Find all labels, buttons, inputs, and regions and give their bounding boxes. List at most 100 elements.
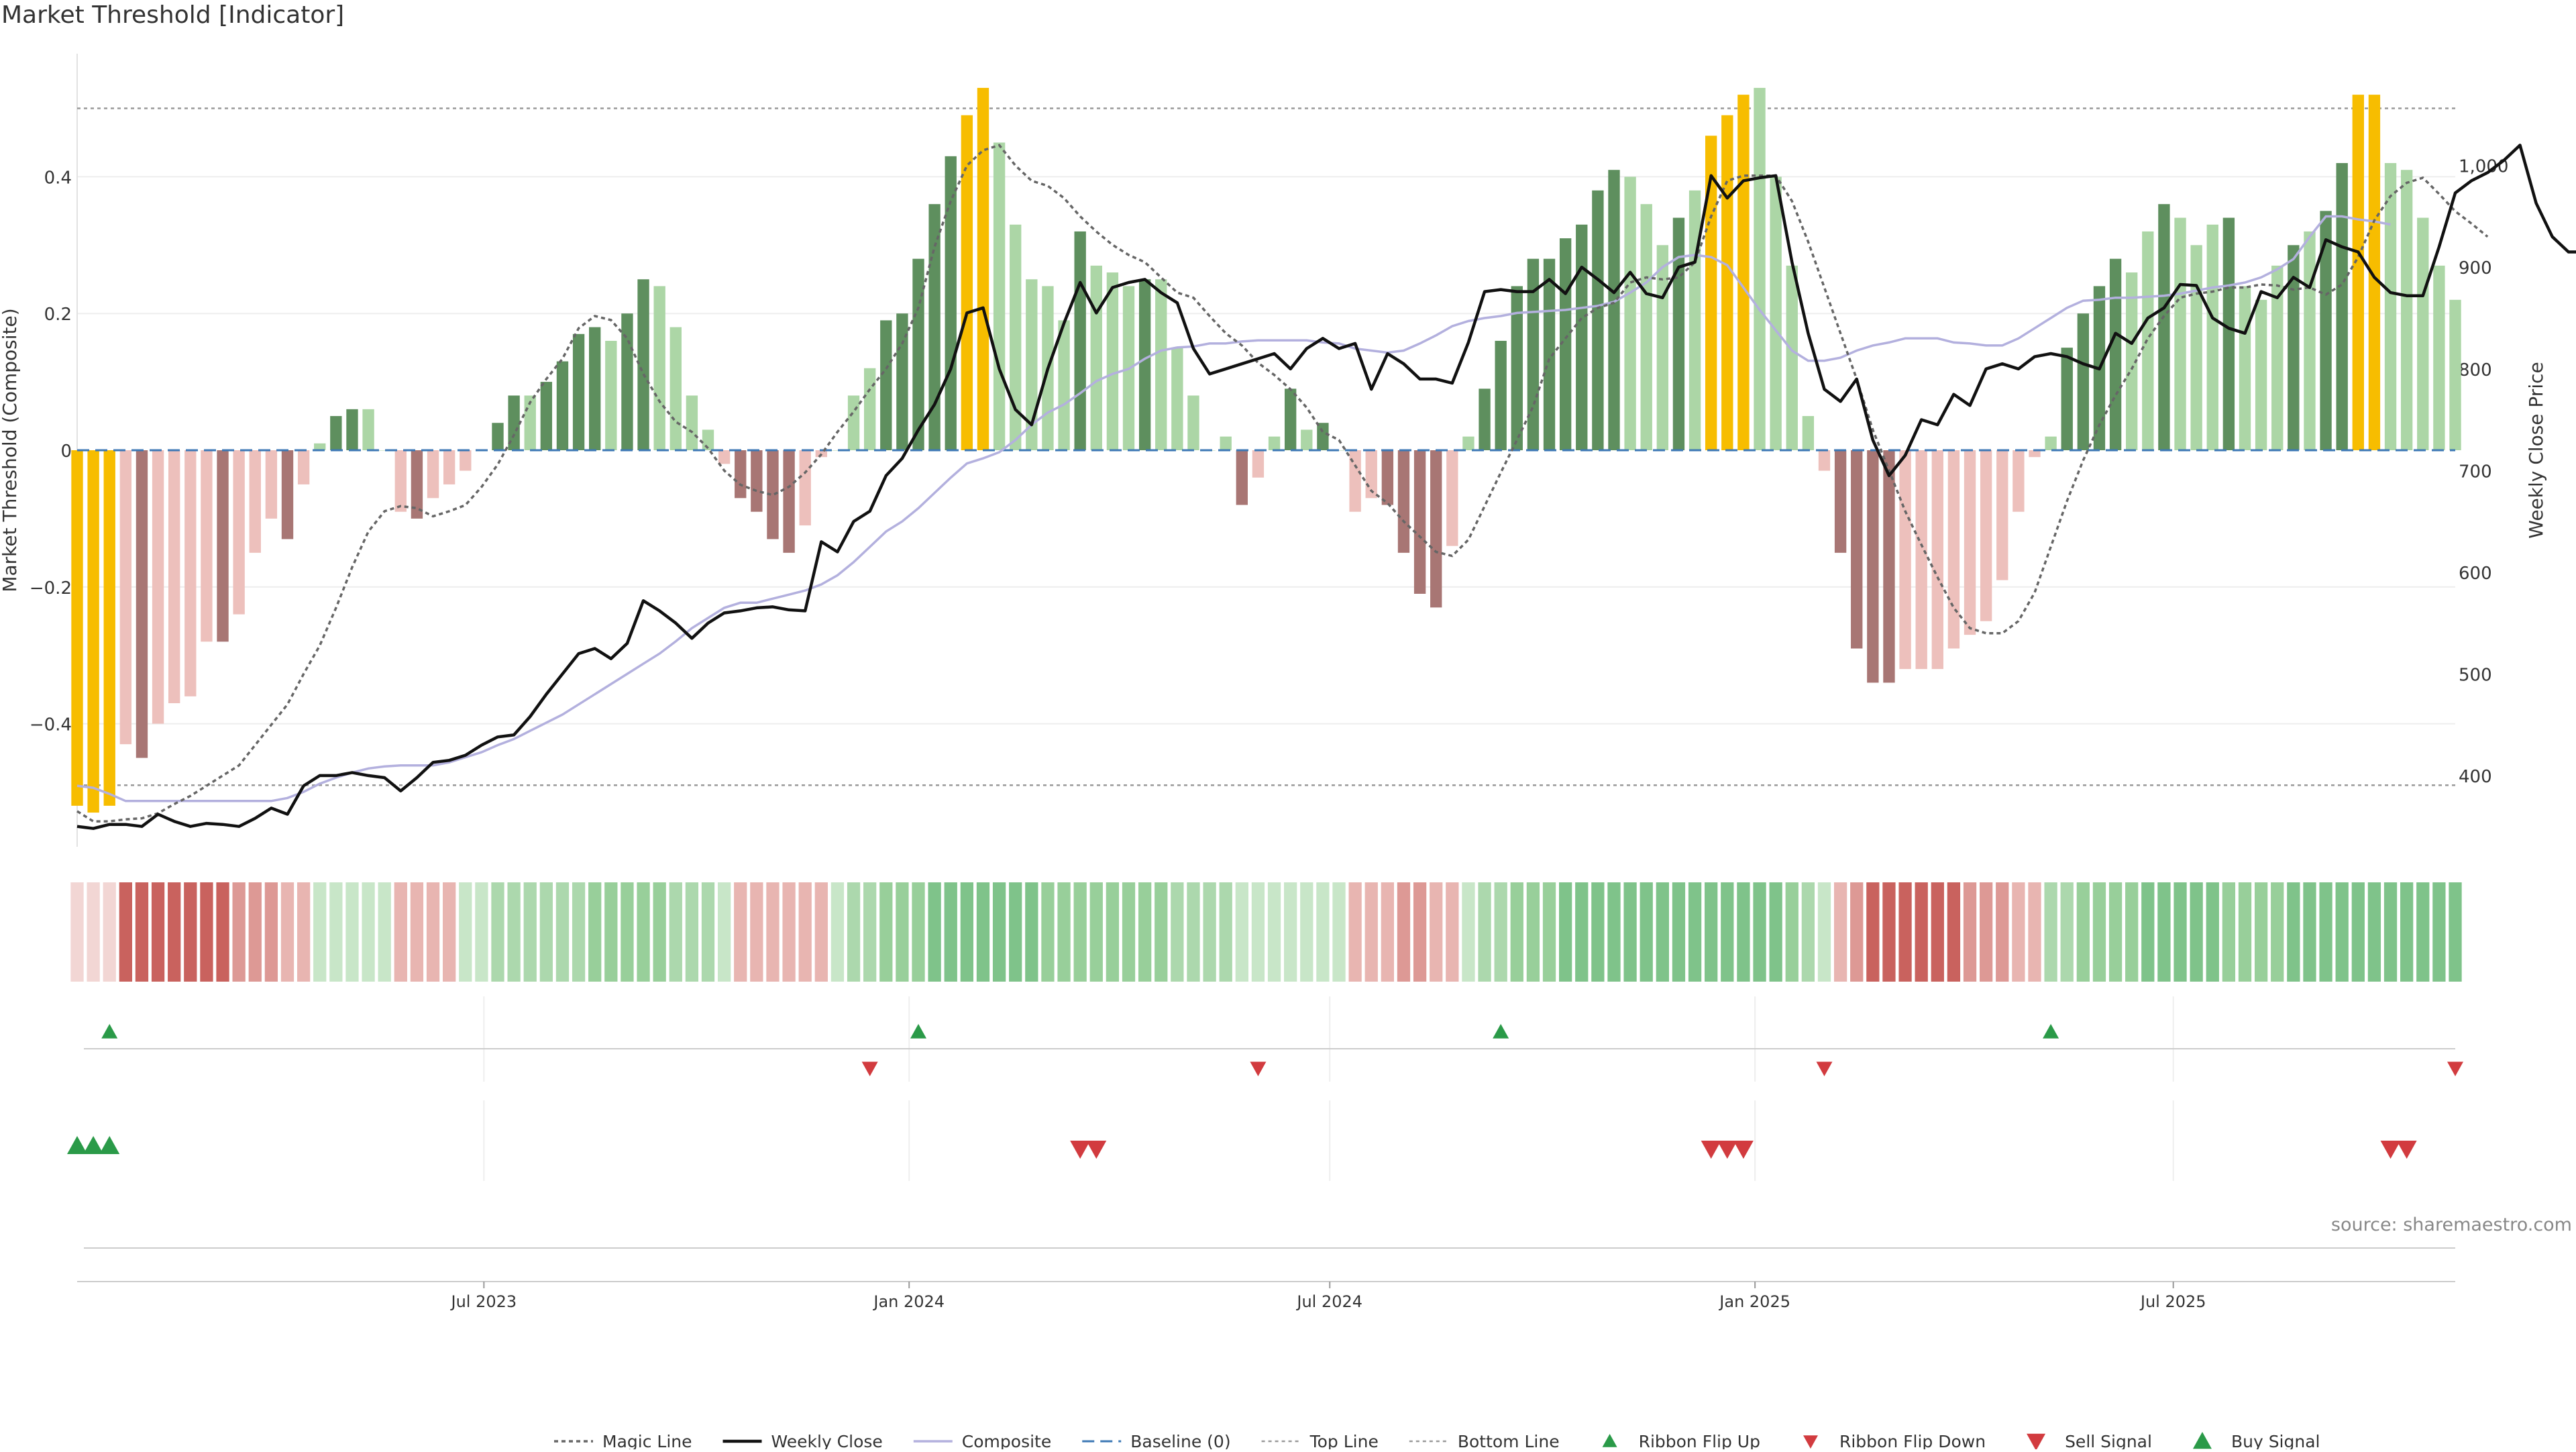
ribbon-cell bbox=[1009, 882, 1022, 982]
composite-bar bbox=[411, 450, 423, 519]
legend-label: Buy Signal bbox=[2231, 1432, 2320, 1449]
composite-bar bbox=[1915, 450, 1927, 670]
ribbon-flip-up-marker bbox=[101, 1024, 118, 1039]
composite-bar bbox=[1656, 245, 1669, 450]
composite-bar bbox=[1640, 204, 1652, 450]
ribbon-cell bbox=[1623, 882, 1637, 982]
composite-bar bbox=[2239, 286, 2251, 450]
composite-bar bbox=[508, 395, 520, 450]
ribbon-cell bbox=[685, 882, 699, 982]
composite-bar bbox=[119, 450, 132, 745]
composite-bar bbox=[799, 450, 811, 526]
composite-bar bbox=[1220, 436, 1232, 450]
legend-label: Ribbon Flip Up bbox=[1639, 1432, 1760, 1449]
ribbon-cell bbox=[1364, 882, 1378, 982]
composite-bar bbox=[767, 450, 779, 539]
composite-bar bbox=[2336, 163, 2348, 450]
ribbon-cell bbox=[1737, 882, 1750, 982]
composite-bar bbox=[427, 450, 439, 499]
composite-bar bbox=[1301, 429, 1313, 450]
ribbon-flip-up-marker bbox=[1493, 1024, 1509, 1039]
ribbon-cell bbox=[572, 882, 586, 982]
composite-bar bbox=[2320, 211, 2332, 450]
ribbon-cell bbox=[669, 882, 682, 982]
ribbon-cell bbox=[1817, 882, 1831, 982]
ribbon-cell bbox=[1558, 882, 1572, 982]
ribbon-cell bbox=[1931, 882, 1944, 982]
ribbon-cell bbox=[1898, 882, 1912, 982]
ribbon-cell bbox=[717, 882, 731, 982]
composite-bar bbox=[1479, 388, 1491, 450]
y2-tick-label: 900 bbox=[2459, 258, 2492, 278]
ribbon-cell bbox=[1122, 882, 1136, 982]
ribbon-cell bbox=[1607, 882, 1621, 982]
ribbon-flip-up-marker bbox=[2043, 1024, 2059, 1039]
ribbon-cell bbox=[2432, 882, 2446, 982]
composite-bar bbox=[1851, 450, 1863, 649]
ribbon-cell bbox=[2028, 882, 2041, 982]
ribbon-cell bbox=[1041, 882, 1055, 982]
ribbon-cell bbox=[1348, 882, 1362, 982]
ribbon-cell bbox=[87, 882, 100, 982]
ribbon-cell bbox=[1138, 882, 1152, 982]
buy-signal-marker bbox=[67, 1136, 87, 1154]
ribbon-cell bbox=[2108, 882, 2123, 982]
x-tick-label: Jan 2025 bbox=[1718, 1292, 1790, 1311]
composite-bar bbox=[1317, 423, 1329, 450]
composite-bar bbox=[136, 450, 148, 758]
composite-bar bbox=[928, 204, 941, 450]
ribbon-cell bbox=[2238, 882, 2252, 982]
composite-bar bbox=[1252, 450, 1265, 478]
ribbon-cell bbox=[1155, 882, 1168, 982]
ribbon-cell bbox=[216, 882, 229, 982]
ribbon-cell bbox=[135, 882, 149, 982]
legend-label: Baseline (0) bbox=[1130, 1432, 1230, 1449]
x-tick-label: Jul 2025 bbox=[2139, 1292, 2206, 1311]
ribbon-cell bbox=[798, 882, 812, 982]
ribbon-cell bbox=[2076, 882, 2090, 982]
ribbon-cell bbox=[329, 882, 343, 982]
sell-signal-marker bbox=[1070, 1141, 1091, 1159]
ribbon-flip-up-marker bbox=[910, 1024, 927, 1039]
ribbon-cell bbox=[1575, 882, 1589, 982]
composite-bar bbox=[2417, 217, 2429, 450]
x-tick-label: Jul 2024 bbox=[1295, 1292, 1362, 1311]
composite-bar bbox=[1446, 450, 1458, 546]
composite-bar bbox=[2126, 272, 2138, 450]
composite-bar bbox=[1381, 450, 1394, 505]
ribbon-cell bbox=[168, 882, 181, 982]
composite-bar bbox=[2433, 265, 2445, 450]
legend-label: Top Line bbox=[1309, 1432, 1379, 1449]
composite-bar bbox=[2012, 450, 2025, 512]
composite-bar bbox=[2288, 245, 2300, 450]
composite-bar bbox=[281, 450, 294, 539]
ribbon-cell bbox=[2303, 882, 2316, 982]
y2-tick-label: 700 bbox=[2459, 462, 2492, 482]
composite-bar bbox=[1592, 190, 1604, 450]
composite-bar bbox=[718, 450, 731, 464]
ribbon-cell bbox=[992, 882, 1006, 982]
ribbon-flip-down-marker bbox=[2447, 1061, 2463, 1076]
composite-bar bbox=[1058, 320, 1070, 450]
ribbon-cell bbox=[103, 882, 116, 982]
ribbon-cell bbox=[1446, 882, 1459, 982]
ribbon-cell bbox=[345, 882, 359, 982]
x-tick-label: Jul 2023 bbox=[450, 1292, 517, 1311]
ribbon-cell bbox=[944, 882, 957, 982]
composite-bar bbox=[621, 313, 633, 450]
legend-label: Ribbon Flip Down bbox=[1839, 1432, 1986, 1449]
ribbon-cell bbox=[2416, 882, 2430, 982]
ribbon-cell bbox=[313, 882, 327, 982]
composite-bar bbox=[103, 450, 115, 806]
ribbon-cell bbox=[1187, 882, 1200, 982]
composite-bar bbox=[71, 450, 83, 806]
ribbon-cell bbox=[1025, 882, 1038, 982]
buy-signal-marker bbox=[99, 1136, 120, 1154]
composite-bar bbox=[912, 258, 924, 450]
ribbon-cell bbox=[1801, 882, 1815, 982]
composite-bar bbox=[2190, 245, 2202, 450]
ribbon-cell bbox=[200, 882, 213, 982]
composite-bar bbox=[572, 333, 585, 450]
